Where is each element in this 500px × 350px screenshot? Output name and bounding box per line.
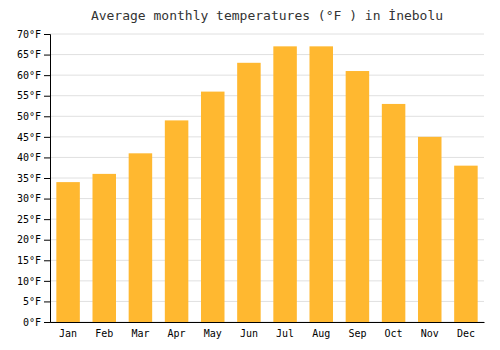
x-axis: Jan Feb Mar Apr May Jun Jul Aug Sep Oct Nov Dec (51, 323, 485, 340)
tick: 40°F (17, 152, 50, 163)
plot: 0°F 5°F 10°F 15°F 20°F 25°F 30°F 35°F 40°F 45°F 50… (17, 29, 485, 339)
tick-label: Sep (348, 328, 366, 339)
tick-mark (44, 178, 50, 179)
axis-line (44, 35, 51, 323)
tick-label: Oct (385, 328, 403, 339)
tick-label: 20°F (17, 234, 41, 245)
bar (418, 137, 442, 322)
tick-mark (44, 116, 50, 117)
grid-line (50, 116, 484, 117)
tick-label: 10°F (17, 276, 41, 287)
bar (56, 182, 80, 322)
tick: 5°F (23, 296, 50, 307)
tick-mark (44, 219, 50, 220)
tick: Feb (95, 328, 113, 339)
bar (129, 153, 153, 322)
tick-label: 55°F (17, 90, 41, 101)
tick: 55°F (17, 90, 50, 101)
tick-label: Jun (240, 328, 258, 339)
bar (309, 46, 333, 322)
title: Average monthly temperatures (°F ) in İn… (91, 8, 443, 23)
tick: Sep (348, 328, 366, 339)
tick-label: Nov (421, 328, 439, 339)
tick: Apr (168, 328, 186, 339)
tick: May (204, 328, 222, 339)
tick-label: 0°F (23, 317, 41, 328)
tick-mark (44, 96, 50, 97)
tick: Nov (421, 328, 439, 339)
grid (50, 34, 484, 322)
chart: 0°F 5°F 10°F 15°F 20°F 25°F 30°F 35°F 40°F 45°F 50… (0, 0, 500, 350)
tick: 65°F (17, 49, 50, 60)
bar (273, 46, 297, 322)
tick: 50°F (17, 111, 50, 122)
tick-label: 65°F (17, 49, 41, 60)
tick-mark (44, 137, 50, 138)
tick-mark (44, 34, 50, 35)
tick: Aug (312, 328, 330, 339)
tick-label: Apr (168, 328, 186, 339)
tick-mark (44, 240, 50, 241)
grid-line (50, 34, 484, 35)
bar (346, 71, 370, 322)
tick: 30°F (17, 193, 50, 204)
bar (454, 166, 478, 322)
tick-label: 70°F (17, 29, 41, 40)
tick: 0°F (23, 317, 50, 328)
tick: 10°F (17, 276, 50, 287)
tick: Dec (457, 328, 475, 339)
tick-mark (44, 260, 50, 261)
tick-mark (44, 157, 50, 158)
tick-mark (44, 281, 50, 282)
tick-label: Jul (276, 328, 294, 339)
y-axis: 0°F 5°F 10°F 15°F 20°F 25°F 30°F 35°F 40°F 45°F 50… (17, 29, 51, 328)
tick-label: 25°F (17, 214, 41, 225)
tick-label: 5°F (23, 296, 41, 307)
tick: Jul (276, 328, 294, 339)
tick: 45°F (17, 132, 50, 143)
tick: 15°F (17, 255, 50, 266)
tick-label: 35°F (17, 173, 41, 184)
bar (382, 104, 406, 322)
tick-label: 40°F (17, 152, 41, 163)
grid-line (50, 54, 484, 55)
tick-mark (44, 301, 50, 302)
tick-label: Aug (312, 328, 330, 339)
bars (56, 46, 477, 322)
tick: 20°F (17, 234, 50, 245)
bar (237, 63, 261, 322)
tick: 35°F (17, 173, 50, 184)
tick: 60°F (17, 70, 50, 81)
grid-line (50, 95, 484, 96)
tick-label: 15°F (17, 255, 41, 266)
tick-mark (44, 55, 50, 56)
tick-mark (44, 75, 50, 76)
tick: 70°F (17, 29, 50, 40)
bar (201, 92, 225, 322)
tick: Jan (59, 328, 77, 339)
tick-label: Jan (59, 328, 77, 339)
axis-line (51, 322, 485, 323)
tick-label: Feb (95, 328, 113, 339)
tick-label: Mar (131, 328, 149, 339)
grid-line (50, 75, 484, 76)
bar (92, 174, 116, 322)
tick-mark (44, 199, 50, 200)
tick: Oct (385, 328, 403, 339)
tick-label: 45°F (17, 132, 41, 143)
tick-label: 50°F (17, 111, 41, 122)
tick-mark (44, 322, 50, 323)
tick: 25°F (17, 214, 50, 225)
tick: Mar (131, 328, 149, 339)
tick-label: 30°F (17, 193, 41, 204)
tick-label: May (204, 328, 222, 339)
bar (165, 120, 189, 322)
tick: Jun (240, 328, 258, 339)
tick-label: Dec (457, 328, 475, 339)
tick-label: 60°F (17, 70, 41, 81)
